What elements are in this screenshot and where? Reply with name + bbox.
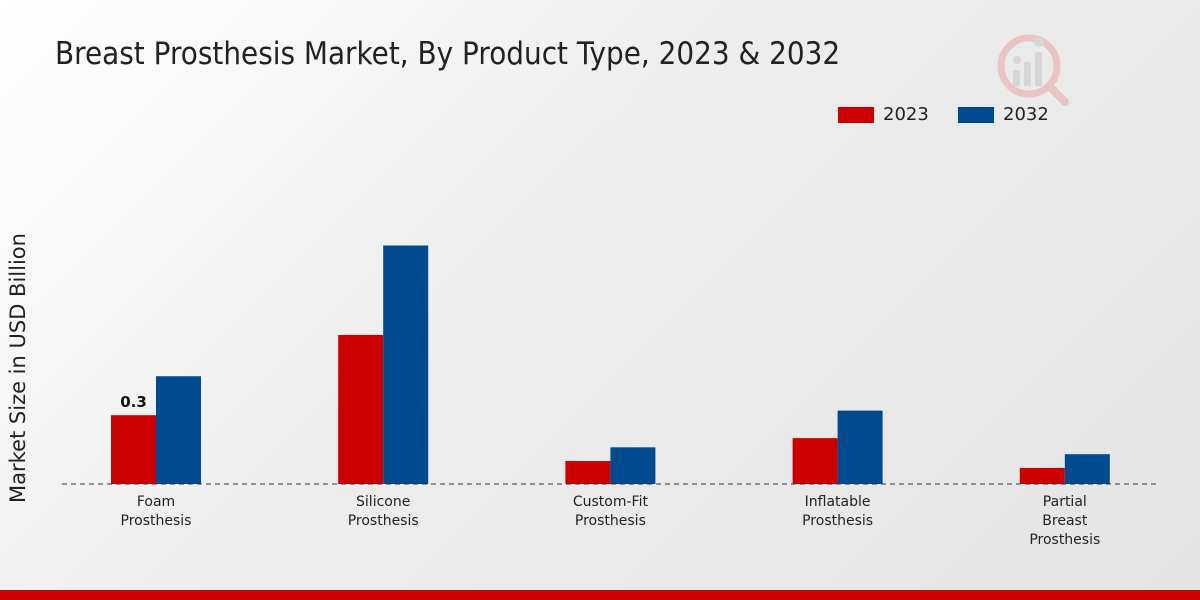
- bar-2023-4: [1019, 467, 1065, 484]
- legend-label-2032: 2032: [1003, 104, 1049, 125]
- x-tick-label-0: Foam Prosthesis: [121, 494, 192, 529]
- bar-2023-1: [338, 334, 384, 484]
- legend-label-2023: 2023: [883, 104, 929, 125]
- bar-2032-1: [383, 245, 429, 484]
- x-tick-label-1: Silicone Prosthesis: [348, 494, 419, 529]
- bar-2032-0: [156, 376, 201, 484]
- legend-item-2023: 2023: [838, 104, 929, 125]
- bar-2023-0: [111, 415, 156, 484]
- bar-2032-2: [610, 447, 656, 484]
- brand-logo-icon: [997, 34, 1069, 106]
- bottom-accent-bar: [0, 590, 1200, 600]
- chart-title: Breast Prosthesis Market, By Product Typ…: [55, 36, 841, 72]
- legend-item-2032: 2032: [958, 104, 1049, 125]
- legend-swatch-2032: [958, 106, 994, 123]
- x-tick-label-4: Partial Breast Prosthesis: [1029, 494, 1100, 548]
- x-tick-label-2: Custom-Fit Prosthesis: [573, 494, 649, 529]
- x-tick-label-3: Inflatable Prosthesis: [802, 494, 873, 529]
- data-label-2023-0: 0.3: [120, 393, 147, 411]
- legend-swatch-2023: [838, 106, 874, 123]
- bar-2032-3: [837, 410, 883, 484]
- bar-2032-4: [1064, 454, 1110, 484]
- bar-2023-2: [565, 461, 611, 484]
- bar-2023-3: [792, 438, 838, 484]
